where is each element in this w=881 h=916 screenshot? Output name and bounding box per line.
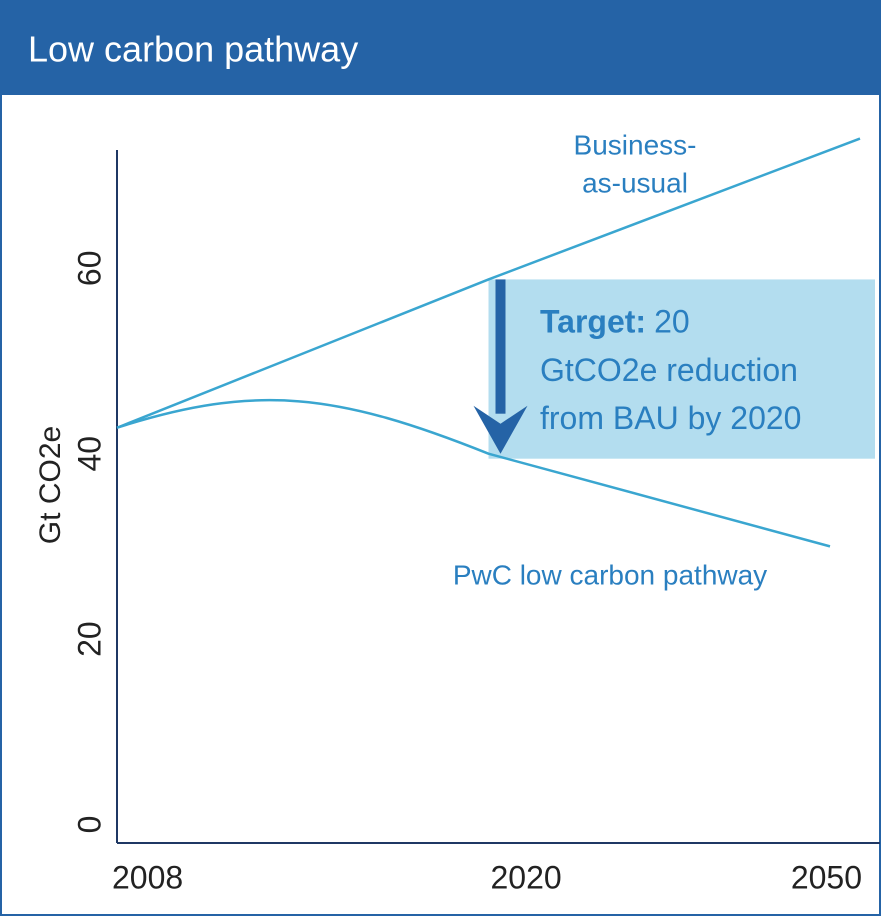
annotation-text: Target: 20 <box>540 304 690 340</box>
annotation-bold: Target: <box>540 304 646 340</box>
annotation-box <box>488 279 875 459</box>
y-axis-label: Gt CO2e <box>34 426 67 544</box>
y-tick-label: 40 <box>71 436 107 472</box>
series-label: PwC low carbon pathway <box>453 559 767 590</box>
series-label: Business- <box>574 129 697 160</box>
annotation-text: from BAU by 2020 <box>540 400 801 436</box>
series-label: as-usual <box>582 167 688 198</box>
y-tick-label: 20 <box>71 621 107 657</box>
series-line <box>116 398 831 548</box>
y-tick-label: 60 <box>71 251 107 287</box>
header <box>0 0 881 95</box>
reduction-arrow-head <box>473 405 528 454</box>
annotation-line: 20 <box>654 304 690 340</box>
chart-title: Low carbon pathway <box>28 29 358 70</box>
y-tick-label: 0 <box>71 816 107 834</box>
x-tick-label: 2020 <box>491 859 562 895</box>
x-tick-label: 2050 <box>791 859 862 895</box>
reduction-arrow-shaft <box>495 279 506 414</box>
x-tick-label: 2008 <box>112 859 183 895</box>
series-line <box>116 137 861 429</box>
annotation-text: GtCO2e reduction <box>540 352 798 388</box>
